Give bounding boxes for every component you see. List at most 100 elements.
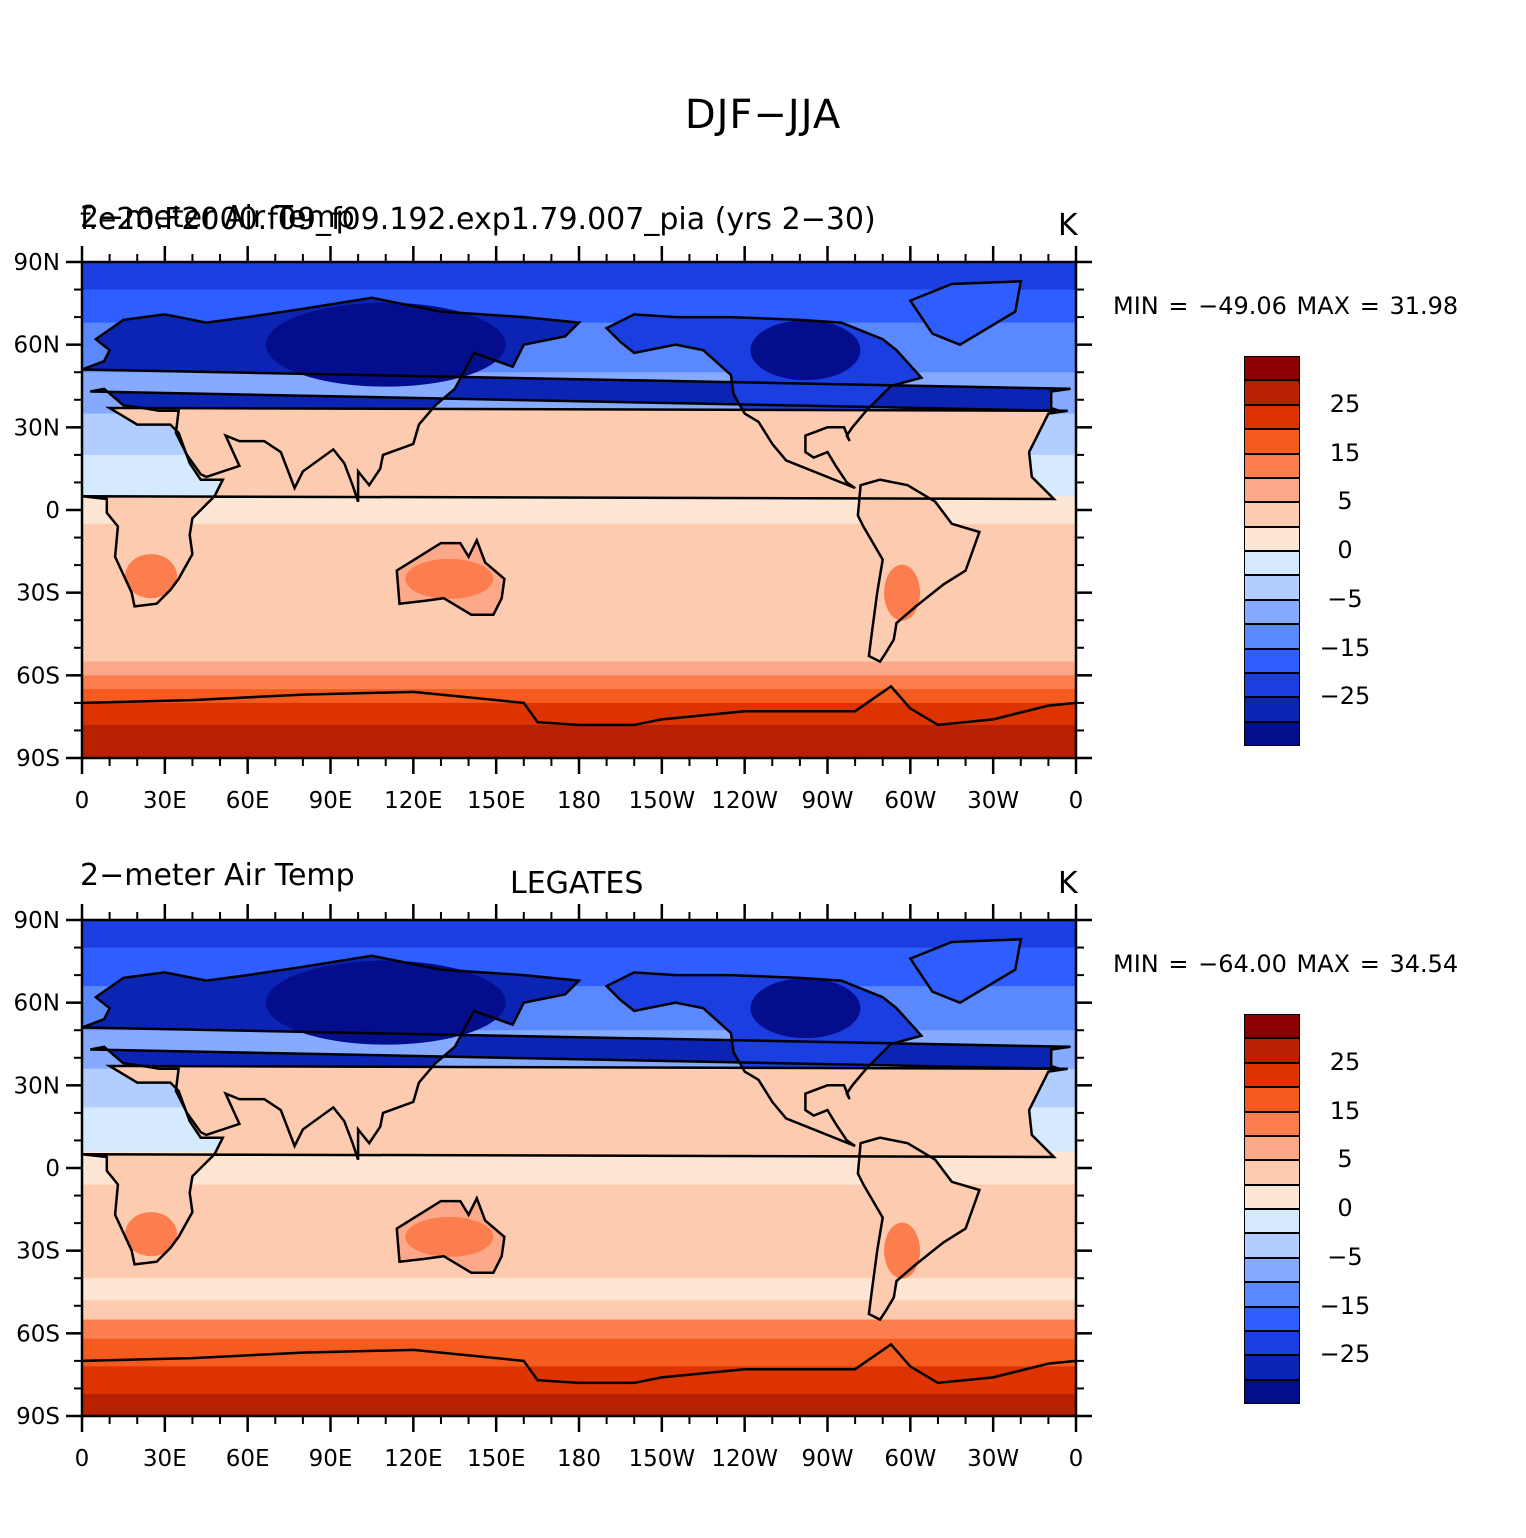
- coastline-africa: [81, 406, 1068, 608]
- colorbar-label: 0: [1337, 536, 1353, 564]
- map-panel-obs: 2−meter Air Temp LEGATES K MIN = −64.00 …: [0, 858, 1526, 1518]
- land-anomaly-samerica: [857, 479, 980, 662]
- colorbar-swatch: [1244, 1160, 1300, 1185]
- cold-core-siberia: [265, 302, 506, 387]
- colorbar-label: 25: [1329, 1047, 1361, 1076]
- temperature-map: 90N 60N 30N 0 30S 60S 90S 0 30E 60E 90E 120E 150E 180…: [14, 246, 1092, 814]
- colorbar-swatch: [1244, 1111, 1300, 1136]
- colorbar-swatch: [1244, 697, 1300, 722]
- lon-label: 60E: [226, 788, 270, 814]
- colorbar-swatch: [1244, 599, 1300, 625]
- coastline-greenland: [908, 279, 1023, 347]
- lon-label: 150E: [467, 788, 525, 814]
- map-panel-model: 2−meter Air Temp f.e20.F2000.f09_f09.192…: [0, 200, 1526, 860]
- temp-band: [82, 1300, 1076, 1321]
- land-anomaly-africa: [82, 408, 1068, 607]
- lon-label: 30E: [143, 788, 187, 814]
- colorbar-swatch: [1244, 1233, 1300, 1258]
- colorbar-label: −25: [1319, 1340, 1371, 1369]
- units-label: K: [1058, 208, 1078, 243]
- lat-label: 0: [45, 1156, 60, 1182]
- colorbar-swatch: [1244, 526, 1300, 551]
- lat-label: 30S: [16, 1239, 60, 1265]
- lon-label: 120W: [711, 788, 778, 814]
- lon-label: 90W: [801, 1446, 853, 1472]
- lat-label: 0: [45, 498, 60, 524]
- figure-title: DJF−JJA: [684, 92, 842, 138]
- warm-spot-australia: [405, 1216, 494, 1257]
- temp-band: [82, 702, 1076, 726]
- colorbar-label: −15: [1319, 1291, 1371, 1320]
- colorbar-swatch: [1244, 404, 1300, 430]
- warm-spot-australia: [405, 558, 494, 599]
- colorbar-label: 15: [1329, 1096, 1361, 1125]
- colorbar-swatch: [1244, 551, 1300, 576]
- lat-label: 90S: [16, 1404, 60, 1430]
- colorbar-swatch: [1244, 1184, 1300, 1209]
- temp-band: [82, 661, 1076, 676]
- min-max-label: MIN = −64.00 MAX = 34.54: [1113, 950, 1459, 978]
- lon-label: 120E: [384, 788, 442, 814]
- coastline-australia: [395, 537, 506, 616]
- colorbar-swatch: [1244, 1257, 1300, 1283]
- colorbar-labels: 25 15 5 0 −5 −15 −25: [1310, 356, 1390, 746]
- colorbar-swatch: [1244, 1087, 1300, 1112]
- colorbar-swatch: [1244, 502, 1300, 527]
- colorbar-swatch: [1244, 380, 1300, 405]
- lat-label: 90N: [14, 250, 60, 276]
- lon-label: 150W: [629, 1446, 696, 1472]
- land-anomaly-greenland: [910, 939, 1021, 1003]
- lon-label: 150W: [629, 788, 696, 814]
- lon-label: 60W: [884, 788, 936, 814]
- lat-label: 90S: [16, 746, 60, 772]
- colorbar-swatch: [1244, 356, 1300, 381]
- colorbar-label: 0: [1337, 1194, 1353, 1222]
- lon-label: 60W: [884, 1446, 936, 1472]
- colorbar-swatch: [1244, 477, 1300, 503]
- coastline-samerica: [856, 1136, 982, 1322]
- colorbar-swatch: [1244, 1330, 1300, 1356]
- lon-label: 90E: [309, 788, 353, 814]
- lon-label: 0: [75, 788, 90, 814]
- lat-label: 60N: [14, 991, 60, 1017]
- lon-label: 0: [75, 1446, 90, 1472]
- lon-label: 30E: [143, 1446, 187, 1472]
- lon-label: 150E: [467, 1446, 525, 1472]
- colorbar-swatch: [1244, 624, 1300, 649]
- antarctic-core: [82, 735, 1076, 758]
- left-title-variable: 2−meter Air Temp: [80, 200, 355, 235]
- coastline-namerica: [604, 313, 924, 490]
- lat-label: 60S: [16, 663, 60, 689]
- colorbar-swatch: [1244, 1209, 1300, 1234]
- units-label: K: [1058, 866, 1078, 901]
- colorbar-swatch: [1244, 453, 1300, 478]
- colorbar: [1244, 356, 1302, 746]
- colorbar-label: −5: [1327, 584, 1363, 613]
- lon-label: 120W: [711, 1446, 778, 1472]
- temp-band: [82, 689, 1076, 704]
- colorbar-swatch: [1244, 1355, 1300, 1380]
- cold-core-canada: [750, 320, 861, 381]
- lon-label: 180: [557, 1446, 601, 1472]
- warm-spot-africa: [125, 1212, 178, 1257]
- cold-core-siberia: [265, 960, 506, 1045]
- lon-label: 60E: [226, 1446, 270, 1472]
- lon-label: 30W: [967, 788, 1019, 814]
- lon-label: 180: [557, 788, 601, 814]
- min-max-label: MIN = −49.06 MAX = 31.98: [1113, 292, 1459, 320]
- lon-label: 0: [1069, 788, 1084, 814]
- warm-spot-samerica: [884, 1222, 921, 1279]
- warm-spot-africa: [125, 554, 178, 599]
- lat-label: 60S: [16, 1321, 60, 1347]
- left-title-case: f.e20.F2000.f09_f09.192.exp1.79.007_pia …: [80, 202, 876, 237]
- coastline-africa: [81, 1064, 1068, 1266]
- temperature-map: 90N 60N 30N 0 30S 60S 90S 0 30E 60E 90E 120E 150E 180…: [14, 904, 1092, 1472]
- warm-spot-samerica: [884, 564, 921, 621]
- colorbar-swatch: [1244, 1014, 1300, 1039]
- land-anomaly-africa: [82, 1066, 1068, 1265]
- coastline-namerica: [604, 971, 924, 1148]
- colorbar-swatch: [1244, 721, 1300, 746]
- coastline-antarctica: [81, 684, 1077, 727]
- coastline-antarctica: [81, 1342, 1077, 1385]
- colorbar-swatch: [1244, 1379, 1300, 1404]
